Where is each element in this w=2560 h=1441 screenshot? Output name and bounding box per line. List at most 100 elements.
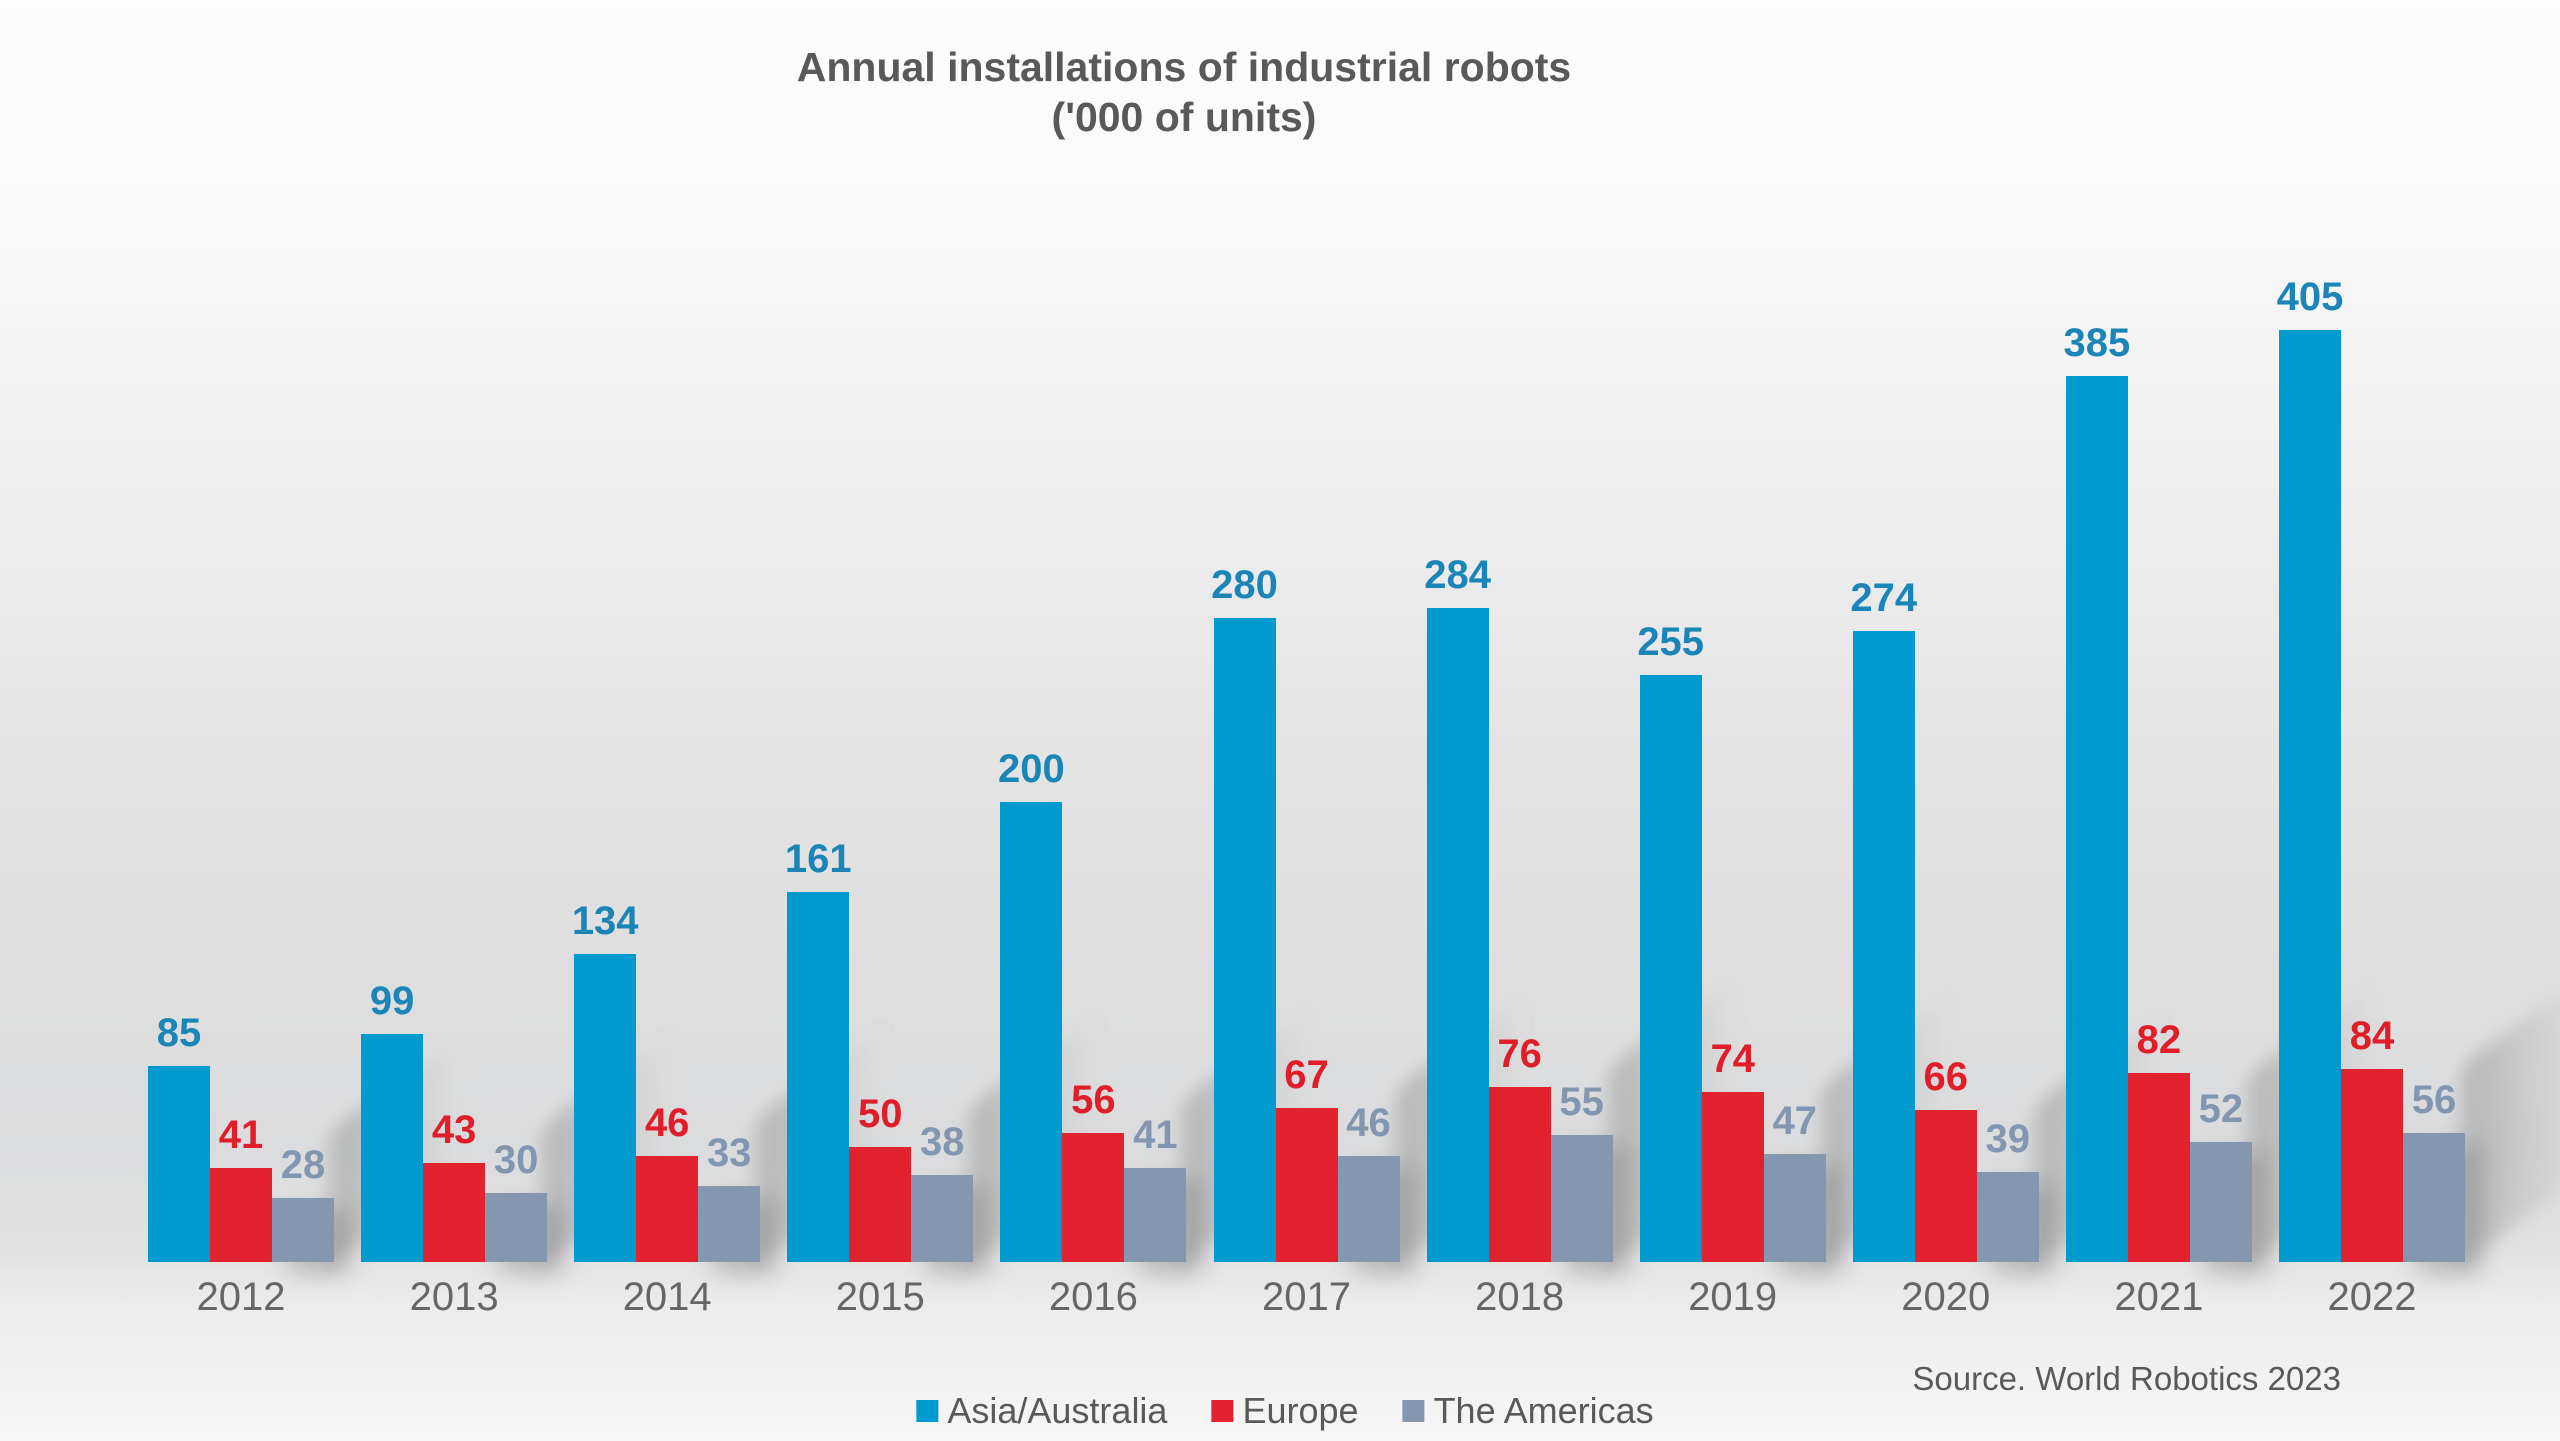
value-label-the-americas-2013: 30 [493,1138,539,1182]
legend-swatch-the-americas [1402,1400,1425,1422]
bar-europe-2018 [1488,1087,1551,1262]
bar-asia-australia-2012 [148,1066,210,1262]
value-label-the-americas-2012: 28 [280,1143,326,1187]
bar-asia-australia-2016 [1000,802,1063,1262]
x-axis-label-2012: 2012 [196,1275,286,1319]
value-label-asia-australia-2021: 385 [2063,321,2131,365]
bar-asia-australia-2014 [574,954,637,1262]
value-label-europe-2020: 66 [1923,1055,1969,1099]
chart-title-line2: ('000 of units) [1051,94,1317,141]
bar-the-americas-2012 [272,1198,334,1262]
bar-group-2015: 161 50 38 2015 [784,330,1120,1319]
value-label-the-americas-2015: 38 [920,1120,965,1164]
legend-swatch-asia-australia [916,1400,939,1422]
value-label-asia-australia-2019: 255 [1637,620,1705,664]
bar-the-americas-2014 [698,1186,761,1262]
group-perspective-shadow [2461,959,2560,1264]
bar-europe-2022 [2341,1069,2403,1262]
chart-title: Annual installations of industrial robot… [797,42,1571,142]
value-label-asia-australia-2012: 85 [156,1011,202,1055]
bar-europe-2019 [1701,1092,1764,1262]
value-label-the-americas-2019: 47 [1772,1099,1817,1143]
bar-asia-australia-2015 [787,892,850,1262]
value-label-europe-2022: 84 [2349,1014,2395,1058]
bar-the-americas-2021 [2189,1142,2252,1262]
value-label-europe-2014: 46 [644,1101,690,1145]
bar-the-americas-2022 [2403,1133,2465,1262]
value-label-europe-2012: 41 [218,1113,264,1157]
value-label-europe-2016: 56 [1071,1078,1116,1122]
value-label-asia-australia-2022: 405 [2276,275,2344,319]
bar-europe-2013 [423,1163,486,1262]
bar-group-2013: 99 43 30 2013 [361,330,694,1319]
bar-europe-2014 [636,1156,699,1262]
bar-the-americas-2020 [1976,1172,2039,1262]
bar-group-2021: 385 82 52 2021 [2064,321,2398,1319]
x-axis-label-2015: 2015 [835,1275,925,1319]
bar-europe-2020 [1914,1110,1977,1262]
x-axis-label-2019: 2019 [1688,1275,1778,1319]
bar-the-americas-2019 [1763,1154,1826,1262]
value-label-the-americas-2021: 52 [2198,1087,2244,1131]
bar-asia-australia-2020 [1852,631,1915,1262]
x-axis-label-2013: 2013 [409,1275,499,1319]
bar-europe-2021 [2127,1073,2190,1262]
value-label-the-americas-2020: 39 [1985,1117,2031,1161]
bar-the-americas-2013 [485,1193,548,1262]
value-label-asia-australia-2020: 274 [1850,576,1918,620]
x-axis-label-2022: 2022 [2327,1275,2417,1319]
value-label-the-americas-2017: 46 [1346,1101,1391,1145]
bar-asia-australia-2022 [2279,330,2341,1262]
bar-group-2014: 134 46 33 2014 [572,330,907,1319]
bar-the-americas-2016 [1124,1168,1187,1262]
bar-asia-australia-2019 [1639,675,1702,1262]
bar-asia-australia-2017 [1213,618,1276,1262]
chart-title-line1: Annual installations of industrial robot… [796,44,1572,90]
plot-area: 85 41 28 2012 99 43 30 2013 134 46 33 2014 161 50 38 20… [148,275,2560,1319]
value-label-asia-australia-2015: 161 [784,837,852,881]
value-label-europe-2019: 74 [1710,1037,1755,1081]
value-label-asia-australia-2016: 200 [998,747,1065,791]
value-label-the-americas-2016: 41 [1133,1113,1178,1157]
x-axis-label-2021: 2021 [2114,1275,2204,1319]
bar-group-2017: 280 67 46 2017 [1211,330,1546,1319]
bar-asia-australia-2018 [1426,608,1489,1262]
x-axis-label-2016: 2016 [1048,1275,1138,1319]
value-label-asia-australia-2017: 280 [1211,563,1278,607]
value-label-europe-2018: 76 [1497,1032,1542,1076]
value-label-europe-2015: 50 [858,1092,903,1136]
value-label-asia-australia-2018: 284 [1424,553,1491,597]
bar-group-2020: 274 66 39 2020 [1850,330,2185,1319]
value-label-the-americas-2014: 33 [706,1131,752,1175]
source-note: Source. World Robotics 2023 [1912,1360,2341,1397]
bar-the-americas-2017 [1337,1156,1400,1262]
bar-group-2012: 85 41 28 2012 [148,330,480,1319]
value-label-europe-2013: 43 [431,1108,477,1152]
legend-item-asia-australia: Asia/Australia [916,1390,1167,1432]
value-label-asia-australia-2013: 99 [369,979,415,1023]
legend-label-europe: Europe [1242,1390,1359,1431]
x-axis-label-2017: 2017 [1262,1275,1351,1319]
legend-swatch-europe [1211,1400,1234,1422]
value-label-europe-2017: 67 [1284,1053,1329,1097]
bar-europe-2016 [1062,1133,1125,1262]
legend-label-the-americas: The Americas [1433,1390,1654,1431]
value-label-the-americas-2018: 55 [1559,1080,1604,1124]
bar-asia-australia-2021 [2065,376,2128,1262]
bar-europe-2012 [210,1168,272,1262]
bar-europe-2015 [849,1147,912,1262]
bar-the-americas-2015 [911,1175,974,1262]
value-label-the-americas-2022: 56 [2411,1078,2457,1122]
x-axis-label-2018: 2018 [1475,1275,1565,1319]
bar-the-americas-2018 [1550,1135,1613,1262]
legend-label-asia-australia: Asia/Australia [947,1390,1168,1431]
bar-group-2019: 255 74 47 2019 [1637,330,1972,1319]
bar-group-2018: 284 76 55 2018 [1424,330,1759,1319]
bar-asia-australia-2013 [361,1034,424,1262]
value-label-europe-2021: 82 [2136,1018,2182,1062]
x-axis-label-2020: 2020 [1901,1275,1991,1319]
x-axis-label-2014: 2014 [622,1275,712,1319]
legend-item-europe: Europe [1211,1390,1359,1432]
legend: Asia/Australia Europe The Americas [916,1390,1654,1432]
